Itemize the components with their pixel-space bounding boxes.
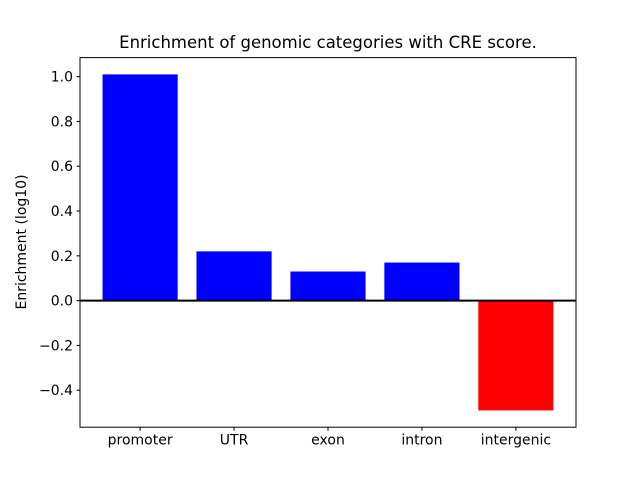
bar-exon (290, 271, 366, 301)
x-tick-label-promoter: promoter (108, 433, 173, 449)
x-tick-label-intergenic: intergenic (481, 433, 551, 449)
x-tick-label-exon: exon (311, 433, 345, 449)
x-tick-label-UTR: UTR (220, 433, 249, 449)
bar-promoter (102, 74, 178, 301)
y-axis-label: Enrichment (log10) (14, 174, 30, 309)
bar-intergenic (478, 300, 554, 411)
y-tick-label: 0.4 (51, 204, 73, 220)
y-tick-label: 0.0 (51, 294, 73, 310)
chart-title: Enrichment of genomic categories with CR… (119, 33, 537, 52)
bar-intron (384, 262, 460, 301)
y-axis-ticks: 1.0 0.8 0.6 0.4 0.2 0.0 −0.2 −0.4 (39, 70, 80, 399)
y-tick-label: −0.4 (39, 383, 73, 399)
y-tick-label: 0.6 (51, 159, 73, 175)
y-tick-label: 1.0 (51, 70, 73, 86)
y-tick-label: 0.8 (51, 114, 73, 130)
bars-group (102, 74, 554, 411)
y-tick-label: −0.2 (39, 338, 73, 354)
y-tick-label: 0.2 (51, 249, 73, 265)
bar-UTR (196, 251, 272, 301)
x-tick-label-intron: intron (401, 433, 442, 449)
x-axis-ticks: promoter UTR exon intron intergenic (108, 427, 551, 449)
